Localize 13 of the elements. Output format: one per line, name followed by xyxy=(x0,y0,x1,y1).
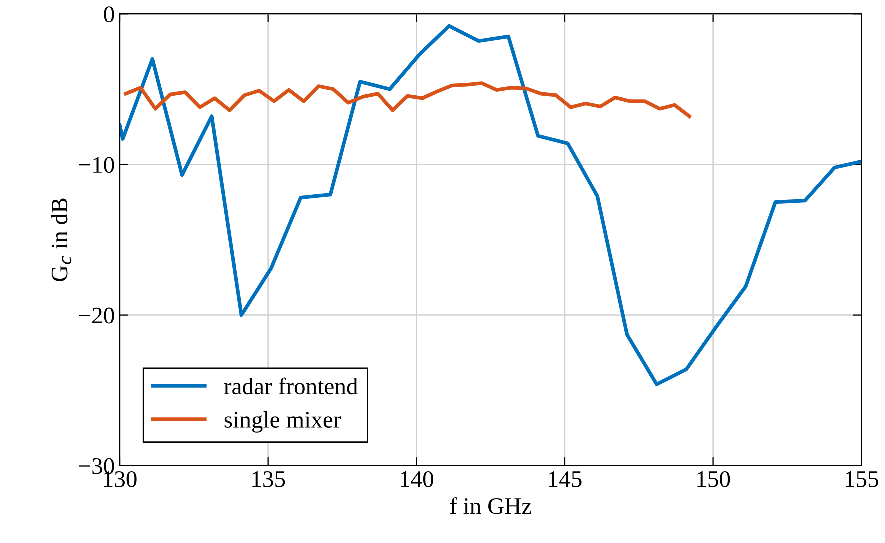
line-series xyxy=(124,82,692,118)
x-axis-title: f in GHz xyxy=(450,497,532,514)
legend-label: single mixer xyxy=(224,411,342,433)
x-tick-label: 140 xyxy=(401,471,434,488)
y-tick-label: 0 xyxy=(104,6,114,23)
y-tick-label: −10 xyxy=(79,157,114,174)
y-axis-title: G$_{c}$ in dB xyxy=(51,198,72,282)
x-tick-label: 135 xyxy=(252,472,286,488)
x-tick-label: 145 xyxy=(549,472,582,488)
y-tick-label: −20 xyxy=(79,308,114,324)
x-tick-label: 155 xyxy=(846,472,878,488)
legend-label: radar frontend xyxy=(224,378,358,395)
x-tick-label: 150 xyxy=(698,471,730,488)
